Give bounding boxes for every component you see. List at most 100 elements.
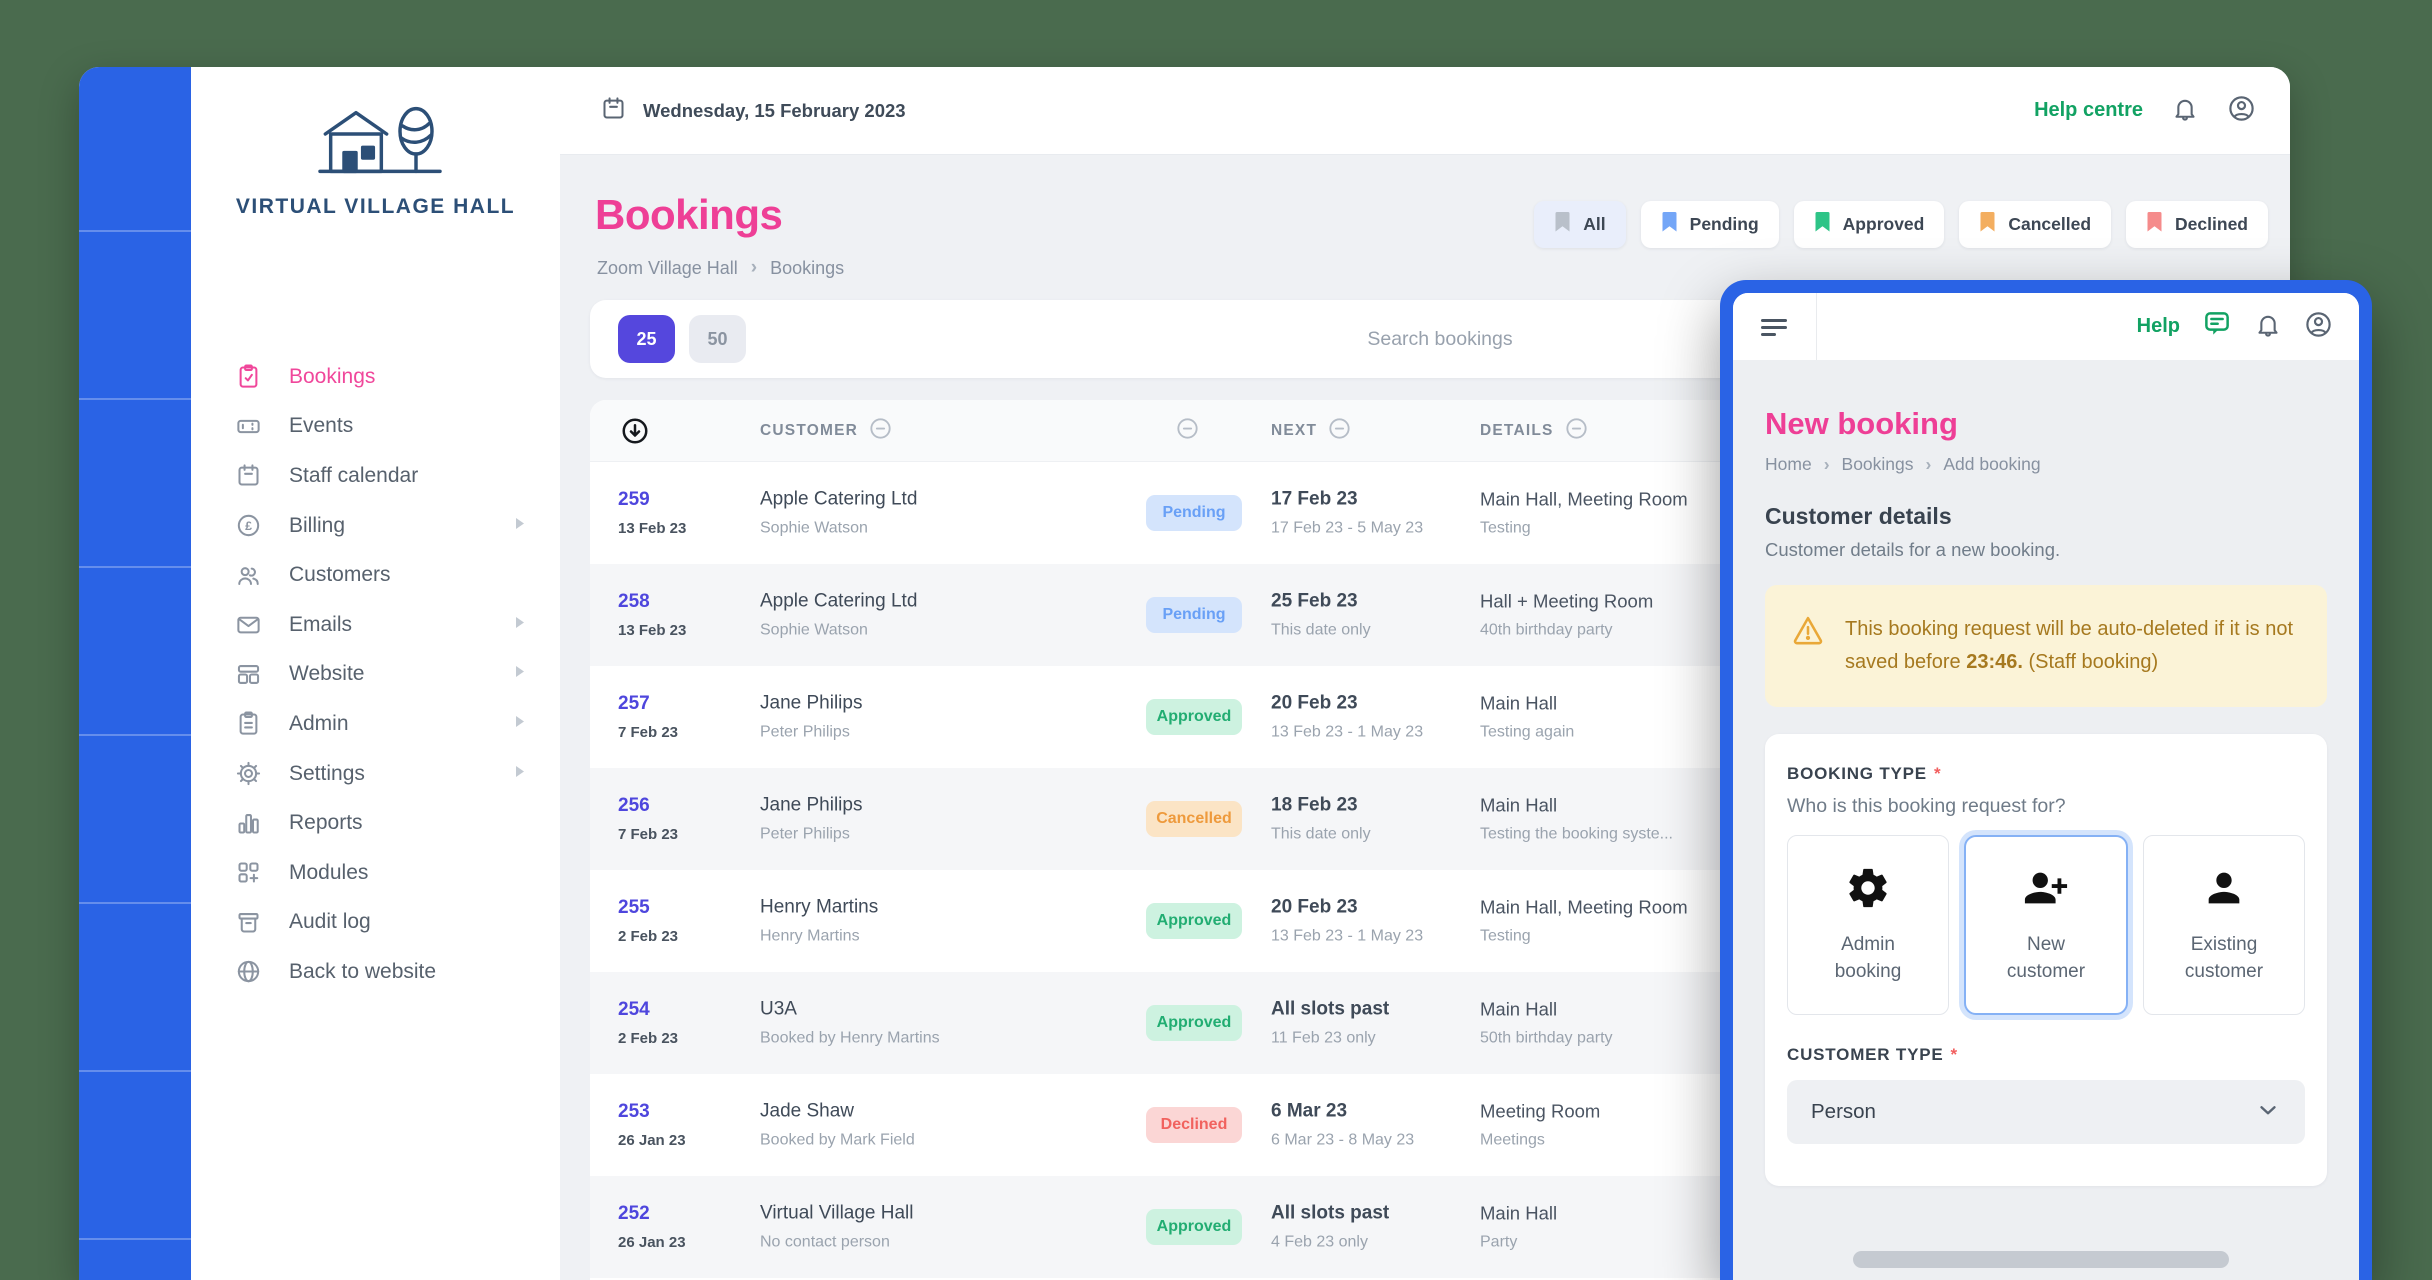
status-badge: Cancelled <box>1146 801 1242 837</box>
bar-chart-icon <box>235 809 263 837</box>
next-date: 6 Mar 23 <box>1271 1100 1348 1122</box>
page-size-50[interactable]: 50 <box>689 315 746 363</box>
sidebar-item-bookings[interactable]: Bookings <box>191 352 560 402</box>
sidebar-item-emails[interactable]: Emails <box>191 600 560 650</box>
help-link[interactable]: Help <box>2136 315 2180 337</box>
collapse-column-icon[interactable] <box>1564 416 1589 446</box>
warning-text: This booking request will be auto-delete… <box>1845 618 2294 673</box>
booking-id[interactable]: 259 <box>618 489 650 510</box>
search-input[interactable]: Search bookings <box>1367 327 1513 350</box>
booking-form-card: BOOKING TYPE * Who is this booking reques… <box>1765 734 2327 1186</box>
booking-id[interactable]: 255 <box>618 897 650 918</box>
gear-outline-icon <box>235 760 263 788</box>
sidebar-item-website[interactable]: Website <box>191 650 560 700</box>
user-profile-icon[interactable] <box>2304 310 2333 344</box>
booking-id[interactable]: 257 <box>618 693 650 714</box>
users-icon <box>235 561 263 589</box>
booking-type-label: BOOKING TYPE * <box>1787 764 1942 783</box>
customer-name: Jade Shaw <box>760 1100 855 1122</box>
sidebar-item-modules[interactable]: Modules <box>191 848 560 898</box>
sidebar-item-label: Audit log <box>289 910 371 934</box>
column-details[interactable]: DETAILS <box>1480 400 1589 461</box>
booking-created-date: 26 Jan 23 <box>618 1234 686 1251</box>
booking-rooms: Meeting Room <box>1480 1100 1601 1122</box>
help-chat-icon[interactable] <box>2202 309 2232 344</box>
column-next[interactable]: NEXT <box>1271 400 1352 461</box>
booking-created-date: 7 Feb 23 <box>618 826 679 843</box>
current-date: Wednesday, 15 February 2023 <box>643 99 906 121</box>
panel-breadcrumb-bookings[interactable]: Bookings <box>1841 454 1914 474</box>
horizontal-scrollbar[interactable] <box>1853 1251 2229 1268</box>
booking-type-option-admin-booking[interactable]: Admin booking <box>1787 835 1949 1015</box>
menu-hamburger-icon[interactable] <box>1733 293 1817 360</box>
booking-id[interactable]: 254 <box>618 999 650 1020</box>
booking-created-date: 2 Feb 23 <box>618 1030 679 1047</box>
next-date: All slots past <box>1271 998 1390 1020</box>
booking-type-option-label: Existing customer <box>2184 933 2264 982</box>
chevron-down-icon <box>2255 1097 2281 1128</box>
sort-arrow-down-icon[interactable] <box>620 400 650 461</box>
sidebar-item-settings[interactable]: Settings <box>191 749 560 799</box>
filter-chip-label: Approved <box>1842 214 1925 234</box>
column-details-label: DETAILS <box>1480 421 1554 439</box>
booking-row-257[interactable]: 257 7 Feb 23 Jane Philips Peter Philips Appr… <box>590 666 2290 768</box>
customer-contact: No contact person <box>760 1233 890 1251</box>
sidebar-item-label: Admin <box>289 711 349 735</box>
filter-chip-approved[interactable]: Approved <box>1793 201 1945 248</box>
booking-row-255[interactable]: 255 2 Feb 23 Henry Martins Henry Martins App… <box>590 870 2290 972</box>
filter-chip-all[interactable]: All <box>1534 201 1626 248</box>
calendar-icon <box>235 462 263 490</box>
page-size-25[interactable]: 25 <box>618 315 675 363</box>
notifications-bell-icon[interactable] <box>2171 94 2199 127</box>
booking-id[interactable]: 256 <box>618 795 650 816</box>
customer-details-subtext: Customer details for a new booking. <box>1765 539 2061 560</box>
sidebar-item-events[interactable]: Events <box>191 402 560 452</box>
globe-icon <box>235 958 263 986</box>
panel-body: New booking Home › Bookings › Add booking Cu… <box>1733 360 2359 1280</box>
filter-chip-declined[interactable]: Declined <box>2126 201 2268 248</box>
booking-id[interactable]: 252 <box>618 1203 650 1224</box>
chevron-right-icon <box>514 615 526 634</box>
sidebar-item-customers[interactable]: Customers <box>191 550 560 600</box>
column-status[interactable] <box>1175 400 1200 461</box>
booking-id[interactable]: 253 <box>618 1101 650 1122</box>
person-icon <box>2201 865 2247 916</box>
booking-type-option-new-customer[interactable]: New customer <box>1964 835 2128 1015</box>
collapse-column-icon[interactable] <box>1327 416 1352 446</box>
sidebar-item-back-to-website[interactable]: Back to website <box>191 947 560 997</box>
booking-row-253[interactable]: 253 26 Jan 23 Jade Shaw Booked by Mark Fiel… <box>590 1074 2290 1176</box>
next-date: 20 Feb 23 <box>1271 896 1358 918</box>
filter-chip-label: Pending <box>1689 214 1759 234</box>
chevron-right-icon <box>514 665 526 684</box>
sidebar-item-audit-log[interactable]: Audit log <box>191 898 560 948</box>
status-badge: Declined <box>1146 1107 1242 1143</box>
booking-type-option-existing-customer[interactable]: Existing customer <box>2143 835 2305 1015</box>
booking-created-date: 13 Feb 23 <box>618 622 687 639</box>
column-customer[interactable]: CUSTOMER <box>760 400 893 461</box>
chevron-right-icon <box>514 516 526 535</box>
user-profile-icon[interactable] <box>2227 94 2256 128</box>
booking-id[interactable]: 258 <box>618 591 650 612</box>
collapse-column-icon[interactable] <box>868 416 893 446</box>
stripe-line <box>79 1238 191 1240</box>
customer-type-select[interactable]: Person <box>1787 1080 2305 1144</box>
collapse-column-icon[interactable] <box>1175 416 1200 446</box>
breadcrumb-zoom-village-hall[interactable]: Zoom Village Hall <box>597 257 738 278</box>
sidebar-item-admin[interactable]: Admin <box>191 699 560 749</box>
stripe-line <box>79 902 191 904</box>
booking-rooms: Main Hall <box>1480 1202 1558 1224</box>
filter-chip-pending[interactable]: Pending <box>1640 201 1779 248</box>
sidebar-item-staff-calendar[interactable]: Staff calendar <box>191 451 560 501</box>
sidebar-item-reports[interactable]: Reports <box>191 798 560 848</box>
help-centre-link[interactable]: Help centre <box>2034 99 2143 121</box>
next-date-range: 6 Mar 23 - 8 May 23 <box>1271 1131 1415 1149</box>
filter-chip-cancelled[interactable]: Cancelled <box>1959 201 2112 248</box>
booking-description: Meetings <box>1480 1131 1545 1149</box>
panel-breadcrumb-home[interactable]: Home <box>1765 454 1812 474</box>
next-date: 17 Feb 23 <box>1271 488 1358 510</box>
next-date-range: 11 Feb 23 only <box>1271 1029 1376 1047</box>
sidebar-item-billing[interactable]: £ Billing <box>191 501 560 551</box>
notifications-bell-icon[interactable] <box>2254 310 2282 343</box>
main-topbar: Wednesday, 15 February 2023 Help centre <box>560 67 2290 155</box>
booking-row-259[interactable]: 259 13 Feb 23 Apple Catering Ltd Sophie Wat… <box>590 462 2290 564</box>
